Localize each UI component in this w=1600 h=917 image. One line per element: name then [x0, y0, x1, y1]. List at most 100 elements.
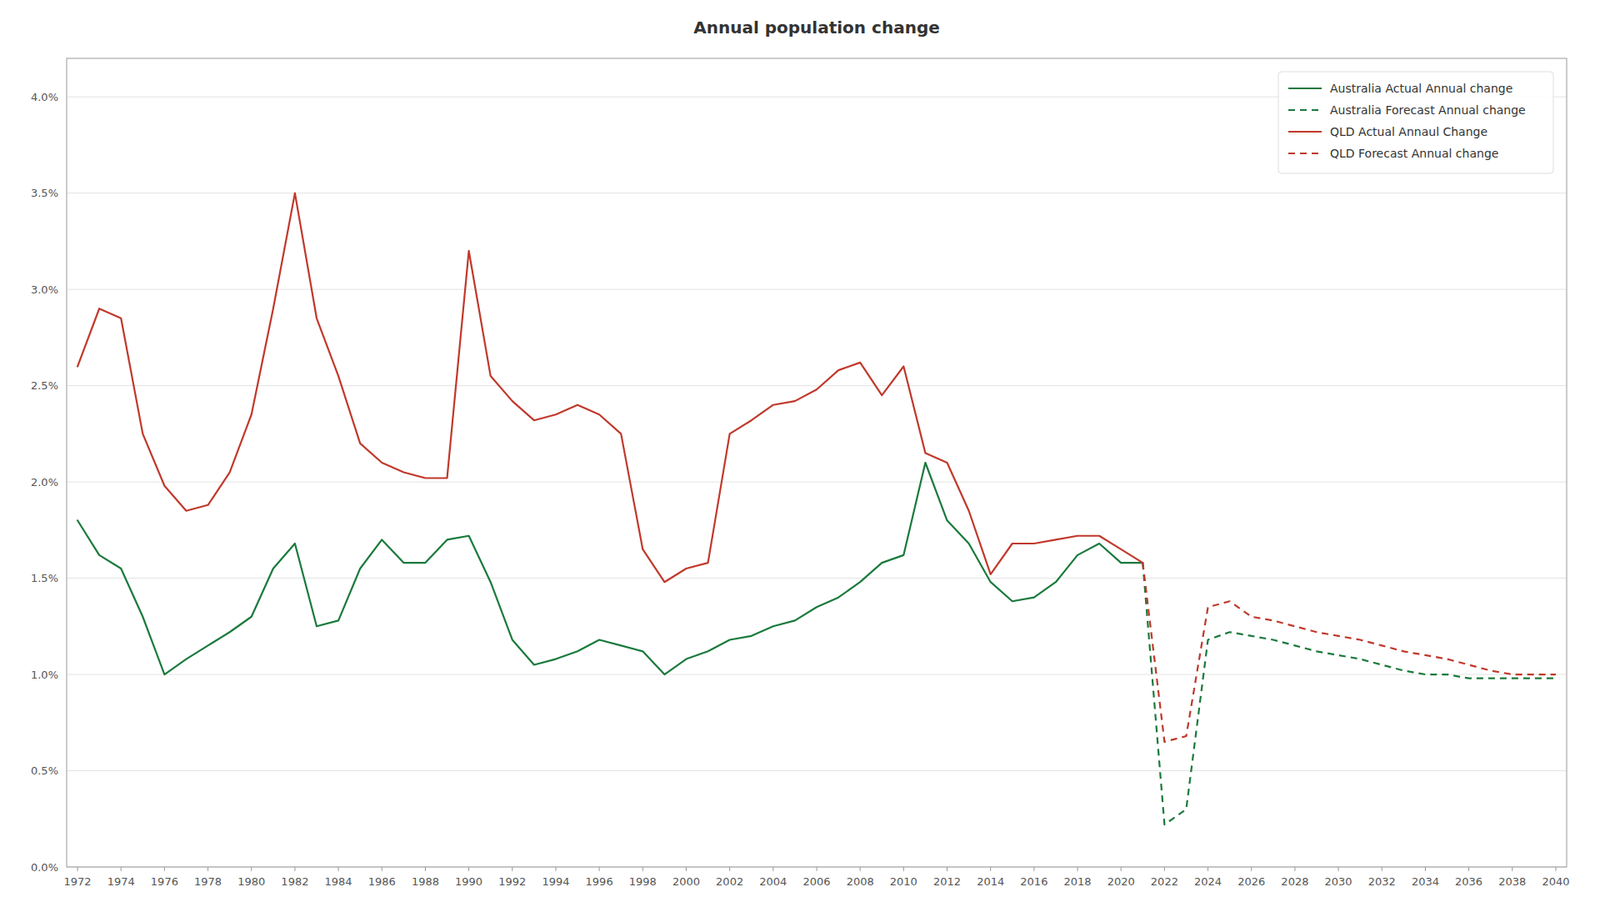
x-tick [468, 866, 470, 871]
x-tick-label: 2016 [1020, 875, 1048, 888]
lines [77, 193, 1556, 825]
legend-label: QLD Actual Annaul Change [1330, 125, 1488, 139]
x-tick-label: 2002 [715, 875, 744, 888]
x-tick-label: 1996 [585, 875, 614, 888]
x-tick [729, 866, 730, 871]
x-tick-label: 2038 [1498, 875, 1526, 888]
x-tick [1294, 866, 1295, 871]
x-axis: 1972197419761978198019821984198619881990… [63, 866, 1570, 888]
y-tick-label: 0.5% [30, 764, 59, 777]
x-tick-label: 1972 [63, 875, 91, 888]
x-tick-label: 2004 [759, 875, 787, 888]
x-tick [207, 866, 209, 871]
x-tick [555, 866, 556, 871]
x-tick [1250, 866, 1252, 871]
y-tick-label: 2.5% [30, 379, 59, 392]
y-tick-label: 3.5% [30, 186, 59, 200]
x-tick-label: 2026 [1237, 875, 1265, 888]
x-tick [685, 866, 687, 871]
y-tick-label: 1.5% [30, 571, 59, 585]
x-tick-label: 2036 [1455, 875, 1483, 888]
x-tick [338, 866, 340, 871]
x-tick [164, 866, 165, 871]
x-tick [77, 866, 79, 871]
chart: Annual population change 0.0% 0.5% 1.0% 1.5%… [0, 0, 1600, 917]
series-line [1142, 562, 1556, 825]
x-tick [1468, 866, 1470, 871]
x-tick [1338, 866, 1340, 871]
x-tick [816, 866, 818, 871]
x-tick-label: 1986 [368, 875, 396, 888]
x-tick [120, 866, 122, 871]
x-tick [250, 866, 252, 871]
legend-label: Australia Actual Annual change [1330, 81, 1513, 95]
y-grid [66, 96, 1567, 867]
x-tick-label: 1982 [280, 875, 309, 888]
legend-handle [1288, 109, 1322, 111]
x-tick [599, 866, 600, 871]
x-tick-label: 1974 [107, 875, 135, 888]
x-tick-label: 2022 [1150, 875, 1179, 888]
x-tick-label: 2014 [976, 875, 1005, 888]
series-line [77, 462, 1143, 675]
x-tick [1381, 866, 1383, 871]
x-tick [1077, 866, 1079, 871]
x-tick [1425, 866, 1426, 871]
x-tick-label: 2008 [846, 875, 875, 888]
x-tick-label: 1978 [194, 875, 222, 888]
x-tick-label: 1998 [629, 875, 657, 888]
x-tick-label: 2000 [672, 875, 700, 888]
legend: Australia Actual Annual change Australia … [1278, 71, 1554, 174]
legend-handle [1288, 87, 1322, 90]
y-tick-label: 1.0% [30, 668, 59, 681]
x-tick [1033, 866, 1035, 871]
x-tick [990, 866, 991, 871]
x-tick [903, 866, 905, 871]
grid-line [66, 192, 1567, 194]
x-tick-label: 2018 [1063, 875, 1091, 888]
series-line [1142, 562, 1556, 742]
x-tick [946, 866, 948, 871]
x-tick [642, 866, 644, 871]
x-tick [1555, 866, 1556, 871]
legend-label: QLD Forecast Annual change [1330, 146, 1499, 160]
grid-line [66, 674, 1567, 675]
x-tick-label: 2040 [1541, 875, 1570, 888]
x-tick-label: 2020 [1107, 875, 1135, 888]
x-tick-label: 1992 [498, 875, 526, 888]
x-tick-label: 1976 [150, 875, 179, 888]
y-tick-label: 0.0% [30, 860, 59, 874]
grid-line [66, 770, 1567, 771]
grid-line [66, 385, 1567, 386]
legend-handle [1288, 152, 1322, 155]
legend-label: Australia Forecast Annual change [1330, 103, 1526, 117]
x-tick-label: 2024 [1194, 875, 1222, 888]
x-tick [860, 866, 861, 871]
x-tick [772, 866, 774, 871]
plot-frame [66, 58, 1567, 867]
x-tick-label: 2006 [802, 875, 830, 888]
x-tick [381, 866, 383, 871]
y-tick-label: 2.0% [30, 475, 59, 489]
x-tick-label: 2032 [1368, 875, 1396, 888]
x-tick [511, 866, 513, 871]
x-tick-label: 2010 [890, 875, 918, 888]
x-tick-label: 1984 [325, 875, 353, 888]
title: Annual population change [693, 17, 940, 38]
x-tick-label: 2012 [933, 875, 961, 888]
x-tick-label: 1994 [541, 875, 570, 888]
x-tick [1164, 866, 1165, 871]
y-tick-label: 4.0% [30, 90, 59, 104]
grid-line [66, 289, 1567, 290]
grid-line [66, 481, 1567, 483]
x-tick-label: 1980 [237, 875, 265, 888]
x-tick-label: 2028 [1280, 875, 1309, 888]
grid-line [66, 577, 1567, 579]
x-tick-label: 1988 [411, 875, 440, 888]
x-tick [425, 866, 426, 871]
x-tick [1120, 866, 1122, 871]
y-axis: 0.0% 0.5% 1.0% 1.5% 2.0% 2.5% 3.0% 3.5% 4.0% [30, 90, 59, 874]
y-tick-label: 3.0% [30, 283, 59, 296]
legend-box [1278, 71, 1554, 174]
x-tick [294, 866, 295, 871]
